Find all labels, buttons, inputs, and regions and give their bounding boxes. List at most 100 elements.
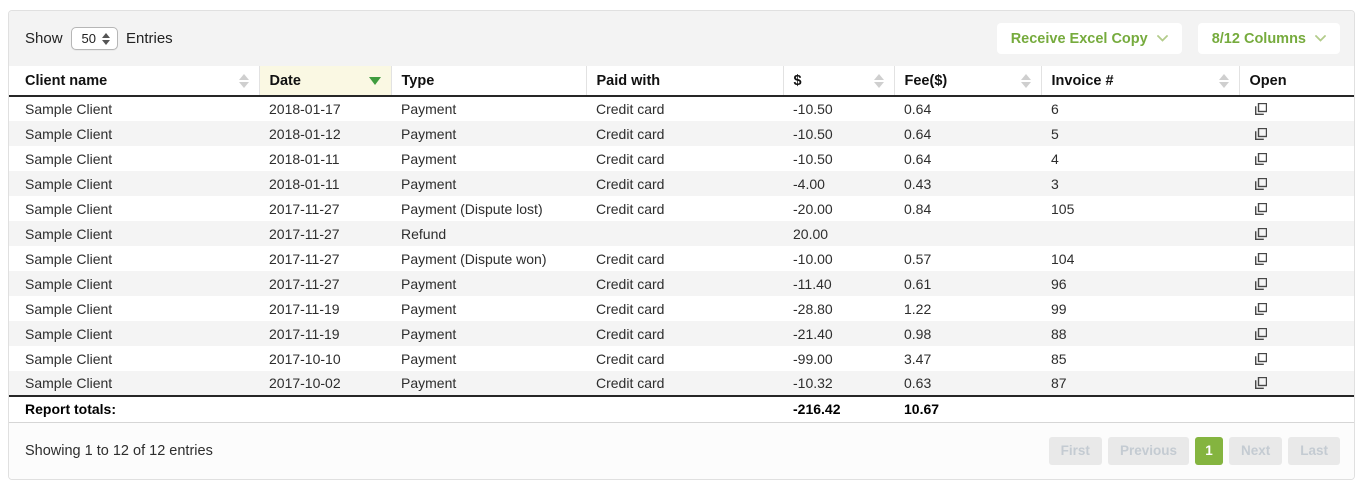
entries-label: Entries [126, 30, 173, 47]
column-label: Invoice # [1051, 72, 1114, 89]
open-in-new-window-icon [1255, 127, 1267, 140]
sort-icon [1218, 73, 1229, 88]
cell-amount: -28.80 [793, 300, 833, 317]
show-entries-group: Show 50 Entries [25, 27, 173, 50]
cell-invoice: 99 [1051, 300, 1067, 317]
columns-button[interactable]: 8/12 Columns [1197, 23, 1340, 54]
cell-fee: 0.64 [904, 150, 932, 167]
toolbar-actions: Receive Excel Copy 8/12 Columns [996, 23, 1340, 54]
cell-fee: 0.63 [904, 375, 932, 391]
cell-paid-with: Credit card [596, 325, 665, 342]
cell-amount: -10.50 [793, 125, 833, 142]
cell-amount: -20.00 [793, 200, 833, 217]
cell-date: 2018-01-11 [269, 175, 340, 192]
pagination-page-1-button[interactable]: 1 [1194, 436, 1223, 465]
column-header-fee[interactable]: Fee($) [893, 66, 1041, 97]
cell-date: 2017-11-27 [269, 200, 340, 217]
totals-amount: -216.42 [783, 395, 894, 423]
cell-paid-with: Credit card [596, 101, 665, 117]
cell-amount: -21.40 [793, 325, 833, 342]
open-row-button[interactable] [1239, 271, 1354, 296]
column-header-invoice[interactable]: Invoice # [1040, 66, 1239, 97]
table-row: Sample Client 2017-11-27 Refund 20.00 [9, 221, 1354, 246]
cell-amount: -10.00 [793, 250, 833, 267]
sort-icon [873, 73, 884, 88]
open-in-new-window-icon [1255, 277, 1267, 290]
cell-invoice: 88 [1051, 325, 1067, 342]
open-row-button[interactable] [1239, 321, 1354, 346]
cell-type: Payment [401, 275, 457, 292]
table-row: Sample Client 2017-11-19 Payment Credit … [9, 296, 1354, 321]
column-label: Date [269, 72, 301, 89]
cell-invoice: 105 [1051, 200, 1075, 217]
open-row-button[interactable] [1239, 171, 1354, 196]
open-row-button[interactable] [1239, 121, 1354, 146]
table-row: Sample Client 2017-11-27 Payment Credit … [9, 271, 1354, 296]
cell-paid-with: Credit card [596, 275, 665, 292]
pagination-next-button[interactable]: Next [1228, 436, 1283, 465]
open-row-button[interactable] [1239, 371, 1354, 396]
open-row-button[interactable] [1239, 146, 1354, 171]
cell-type: Payment (Dispute won) [401, 250, 547, 267]
open-in-new-window-icon [1255, 152, 1267, 165]
column-header-date[interactable]: Date [258, 66, 391, 97]
columns-button-label: 8/12 Columns [1211, 30, 1306, 47]
column-label: Client name [25, 72, 108, 89]
cell-client-name: Sample Client [25, 300, 113, 317]
column-header-type[interactable]: Type [390, 66, 586, 97]
pagination-first-button[interactable]: First [1048, 436, 1102, 465]
open-row-button[interactable] [1239, 96, 1354, 121]
receive-excel-copy-button[interactable]: Receive Excel Copy [996, 23, 1182, 54]
cell-type: Payment [401, 350, 457, 367]
cell-invoice: 85 [1051, 350, 1067, 367]
cell-amount: -99.00 [793, 350, 833, 367]
table-row: Sample Client 2018-01-11 Payment Credit … [9, 171, 1354, 196]
cell-client-name: Sample Client [25, 225, 113, 242]
table-row: Sample Client 2017-10-10 Payment Credit … [9, 346, 1354, 371]
cell-fee: 1.22 [904, 300, 932, 317]
cell-client-name: Sample Client [25, 250, 113, 267]
open-in-new-window-icon [1255, 252, 1267, 265]
open-in-new-window-icon [1255, 103, 1267, 115]
cell-amount: 20.00 [793, 225, 829, 242]
cell-invoice: 6 [1051, 101, 1059, 117]
cell-date: 2017-11-19 [269, 325, 340, 342]
header-row: Client name Date Type Paid with $ [9, 66, 1354, 97]
column-label: Open [1249, 72, 1287, 89]
cell-client-name: Sample Client [25, 175, 113, 192]
open-row-button[interactable] [1239, 346, 1354, 371]
sort-desc-icon [368, 76, 381, 85]
cell-client-name: Sample Client [25, 375, 113, 391]
pagination-previous-button[interactable]: Previous [1107, 436, 1189, 465]
cell-type: Payment [401, 175, 457, 192]
cell-type: Payment [401, 325, 457, 342]
open-row-button[interactable] [1239, 221, 1354, 246]
cell-client-name: Sample Client [25, 275, 113, 292]
pagination-last-button[interactable]: Last [1288, 436, 1340, 465]
cell-fee: 0.84 [904, 200, 932, 217]
open-row-button[interactable] [1239, 246, 1354, 271]
column-header-client-name[interactable]: Client name [9, 66, 259, 97]
open-in-new-window-icon [1255, 177, 1267, 190]
open-in-new-window-icon [1255, 302, 1267, 315]
open-row-button[interactable] [1239, 196, 1354, 221]
open-in-new-window-icon [1255, 227, 1267, 240]
cell-type: Payment [401, 150, 457, 167]
page-size-select[interactable]: 50 [70, 27, 118, 50]
column-header-amount[interactable]: $ [782, 66, 894, 97]
open-row-button[interactable] [1239, 296, 1354, 321]
cell-fee: 0.57 [904, 250, 932, 267]
table-row: Sample Client 2017-11-27 Payment (Disput… [9, 246, 1354, 271]
cell-fee: 0.98 [904, 325, 932, 342]
stepper-icon [102, 32, 110, 45]
cell-paid-with: Credit card [596, 375, 665, 391]
cell-date: 2018-01-17 [269, 101, 341, 117]
cell-invoice [1041, 221, 1239, 246]
table-row: Sample Client 2017-11-19 Payment Credit … [9, 321, 1354, 346]
receive-excel-copy-label: Receive Excel Copy [1010, 30, 1148, 47]
cell-fee: 0.64 [904, 101, 932, 117]
cell-type: Payment [401, 300, 457, 317]
cell-type: Refund [401, 225, 447, 242]
cell-invoice: 96 [1051, 275, 1067, 292]
column-header-paid-with[interactable]: Paid with [585, 66, 783, 97]
